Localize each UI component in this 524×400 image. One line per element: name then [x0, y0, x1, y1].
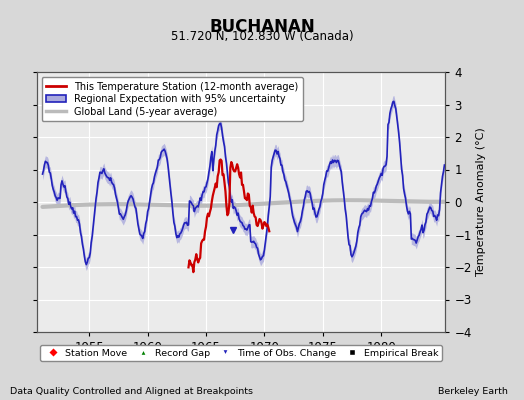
Text: BUCHANAN: BUCHANAN [209, 18, 315, 36]
Legend: This Temperature Station (12-month average), Regional Expectation with 95% uncer: This Temperature Station (12-month avera… [41, 77, 303, 122]
Text: Data Quality Controlled and Aligned at Breakpoints: Data Quality Controlled and Aligned at B… [10, 387, 254, 396]
Text: 51.720 N, 102.830 W (Canada): 51.720 N, 102.830 W (Canada) [171, 30, 353, 43]
Y-axis label: Temperature Anomaly (°C): Temperature Anomaly (°C) [476, 128, 486, 276]
Text: Berkeley Earth: Berkeley Earth [439, 387, 508, 396]
Legend: Station Move, Record Gap, Time of Obs. Change, Empirical Break: Station Move, Record Gap, Time of Obs. C… [40, 345, 442, 361]
